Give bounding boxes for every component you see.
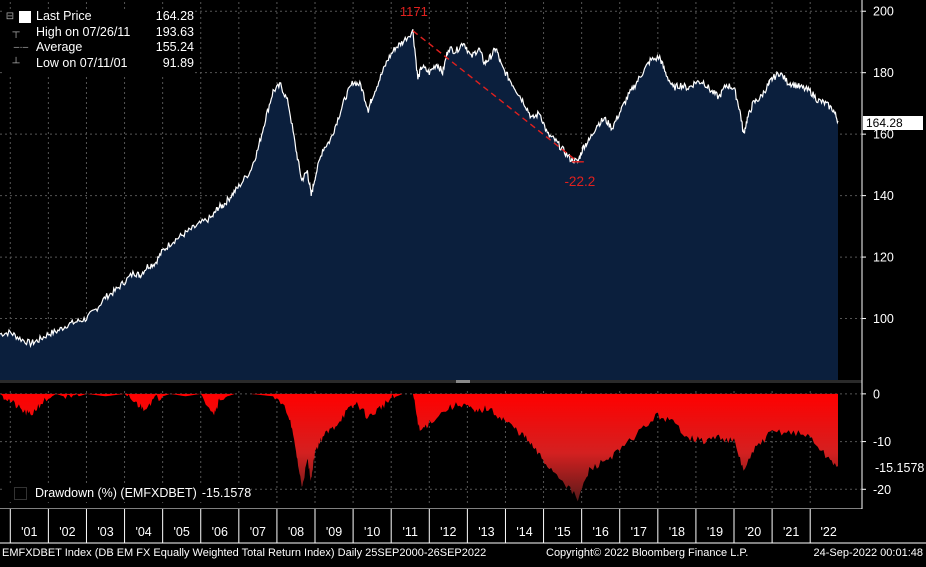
x-tick-label: '19 [707,525,723,539]
x-tick-label: '13 [478,525,494,539]
y-tick-label: 140 [873,189,894,203]
x-tick-label: '11 [403,525,418,539]
x-tick-label: '08 [288,525,304,539]
y-tick-label: 160 [873,128,894,142]
x-tick-label: '02 [59,525,75,539]
drawdown-legend-label: Drawdown (%) (EMFXDBET) [35,486,197,500]
x-tick-label: '05 [174,525,190,539]
drawdown-swatch [14,486,27,500]
panel-resize-handle [456,380,470,383]
x-tick-label: '03 [97,525,113,539]
legend-row-low[interactable]: ┴ Low on 07/11/01 91.89 [4,56,194,72]
legend-label: High on 07/26/11 [36,24,131,39]
x-tick-label: '22 [821,525,837,539]
y-tick-label: 100 [873,312,894,326]
average-line-icon: –·– [13,42,29,53]
axis-layer: 100 120 140 160 180 200 0 -10 -20 -15.1578 '01 '02 '… [0,0,926,544]
x-tick-label: '06 [212,525,228,539]
footer-timestamp: 24-Sep-2022 00:01:48 [813,547,923,559]
drawdown-legend[interactable]: Drawdown (%) (EMFXDBET) -15.1578 [4,484,252,502]
x-tick-label: '21 [783,525,799,539]
legend-row-high[interactable]: ┬ High on 07/26/11 193.63 [4,25,194,41]
x-tick-label: '16 [593,525,609,539]
y-tick-label: 180 [873,66,894,80]
x-tick-label: '04 [135,525,151,539]
drawdown-trough-label: -22.2 [564,174,595,189]
legend-label: Last Price [36,9,92,23]
x-tick-label: '07 [250,525,266,539]
price-legend: ⊟ Last Price 164.28 ┬ High on 07/26/11 1… [4,9,194,75]
drawdown-legend-value: -15.1578 [201,486,252,500]
high-marker-icon: ┬ [12,26,20,38]
dd-y-tick-label: 0 [873,387,880,401]
x-tick-label: '20 [745,525,761,539]
x-tick-label: '12 [440,525,456,539]
footer-copyright: Copyright© 2022 Bloomberg Finance L.P. [546,547,749,559]
y-tick-label: 200 [873,5,894,19]
legend-value: 91.89 [162,55,194,70]
x-tick-label: '15 [554,525,570,539]
dd-y-tick-label: -10 [873,435,891,449]
x-tick-label: '10 [364,525,380,539]
price-area-layer [0,29,839,381]
drawdown-area-layer [0,393,838,502]
price-area-fill [0,29,838,381]
legend-label: Average [36,40,83,54]
annotation-layer: 1171 -22.2 [400,4,595,189]
legend-label: Low on 07/11/01 [36,55,128,70]
x-tick-label: '01 [21,525,37,539]
legend-value: 164.28 [155,9,194,23]
price-series-line [0,29,839,349]
legend-row-average[interactable]: –·– Average 155.24 [4,40,194,56]
drawdown-last-value-label: -15.1578 [875,461,924,475]
footer-security-info: EMFXDBET Index (DB EM FX Equally Weighte… [2,547,487,559]
drawdown-peak-label: 1171 [400,4,428,19]
footer-bar: EMFXDBET Index (DB EM FX Equally Weighte… [0,545,926,562]
drawdown-area-fill [0,393,838,502]
last-price-tag: 164.28 [863,116,923,130]
y-tick-label: 120 [873,251,894,265]
x-tick-label: '14 [516,525,532,539]
legend-value: 155.24 [155,40,194,54]
panel-divider [0,380,862,383]
legend-row-last-price[interactable]: ⊟ Last Price 164.28 [4,9,194,25]
low-marker-icon: ┴ [12,57,20,69]
x-tick-label: '18 [669,525,685,539]
drawdown-trend-line [412,30,579,163]
dd-y-tick-label: -20 [873,483,891,497]
x-tick-label: '17 [631,525,647,539]
last-price-swatch [19,10,31,23]
x-tick-label: '09 [326,525,342,539]
legend-value: 193.63 [155,24,194,39]
collapse-icon[interactable]: ⊟ [5,11,15,22]
